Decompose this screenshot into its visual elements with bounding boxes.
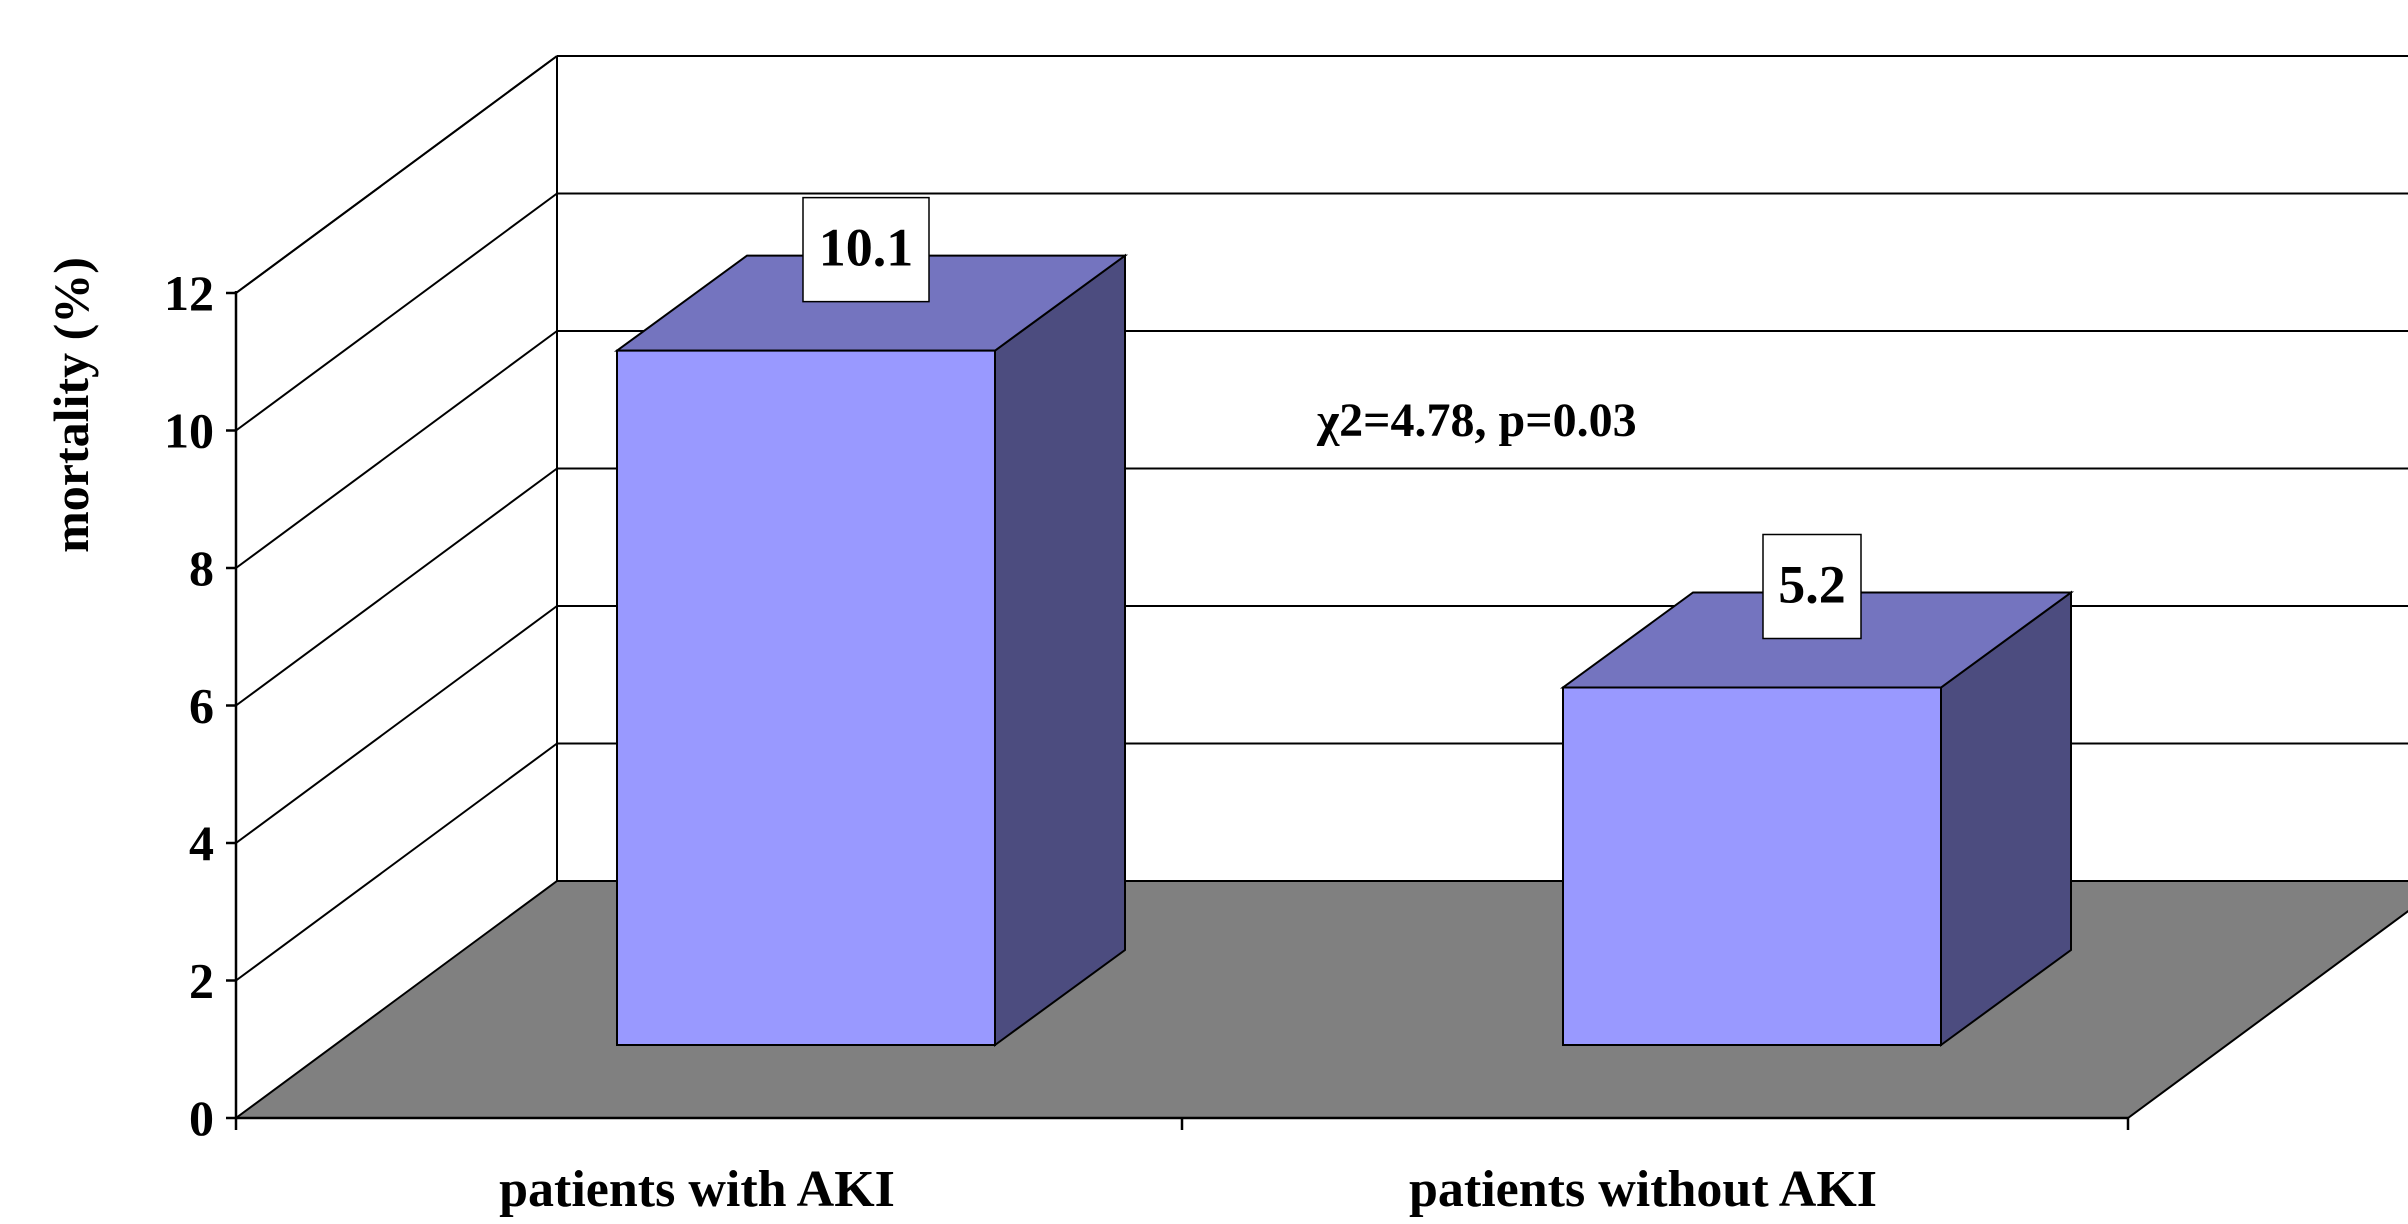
gridline-side (235, 192, 558, 432)
chart-floor (232, 880, 2408, 1119)
y-axis-label: mortality (%) (43, 257, 99, 553)
y-tick-label: 4 (189, 815, 214, 871)
gridline-side (235, 605, 558, 844)
chart-axes: 0 2 4 6 8 10 12 (164, 265, 2130, 1146)
data-label-box (802, 196, 930, 303)
y-tick-label: 8 (189, 540, 214, 596)
side-wall-top-edge (235, 55, 558, 294)
bar-2 (1559, 590, 2075, 1047)
y-tick-label: 12 (164, 265, 214, 321)
x-category-label: patients with AKI (499, 1161, 895, 1218)
data-label-box (1762, 533, 1862, 640)
chart-walls (235, 55, 2408, 982)
y-tick-label: 2 (189, 953, 214, 1009)
bar-front-face (616, 349, 996, 1046)
bar-front-face (1562, 686, 1942, 1046)
gridline-side (235, 467, 558, 707)
bar-1 (613, 253, 1129, 1047)
gridline-side (235, 742, 558, 982)
y-tick-label: 6 (189, 678, 214, 734)
chart-floor-plane (232, 880, 2408, 1119)
chart-bars (613, 253, 2075, 1047)
bar-side-face (994, 253, 1126, 1047)
chart-labels: mortality (%) χ2=4.78, p=0.03 10.1 patien… (43, 196, 1877, 1218)
chi-square-annotation: χ2=4.78, p=0.03 (1316, 394, 1637, 447)
data-label: 5.2 (1778, 555, 1846, 615)
y-tick-label: 10 (164, 403, 214, 459)
gridline-side (235, 330, 558, 569)
data-label: 10.1 (819, 218, 914, 278)
x-category-label: patients without AKI (1409, 1161, 1877, 1218)
y-tick-label: 0 (189, 1090, 214, 1146)
